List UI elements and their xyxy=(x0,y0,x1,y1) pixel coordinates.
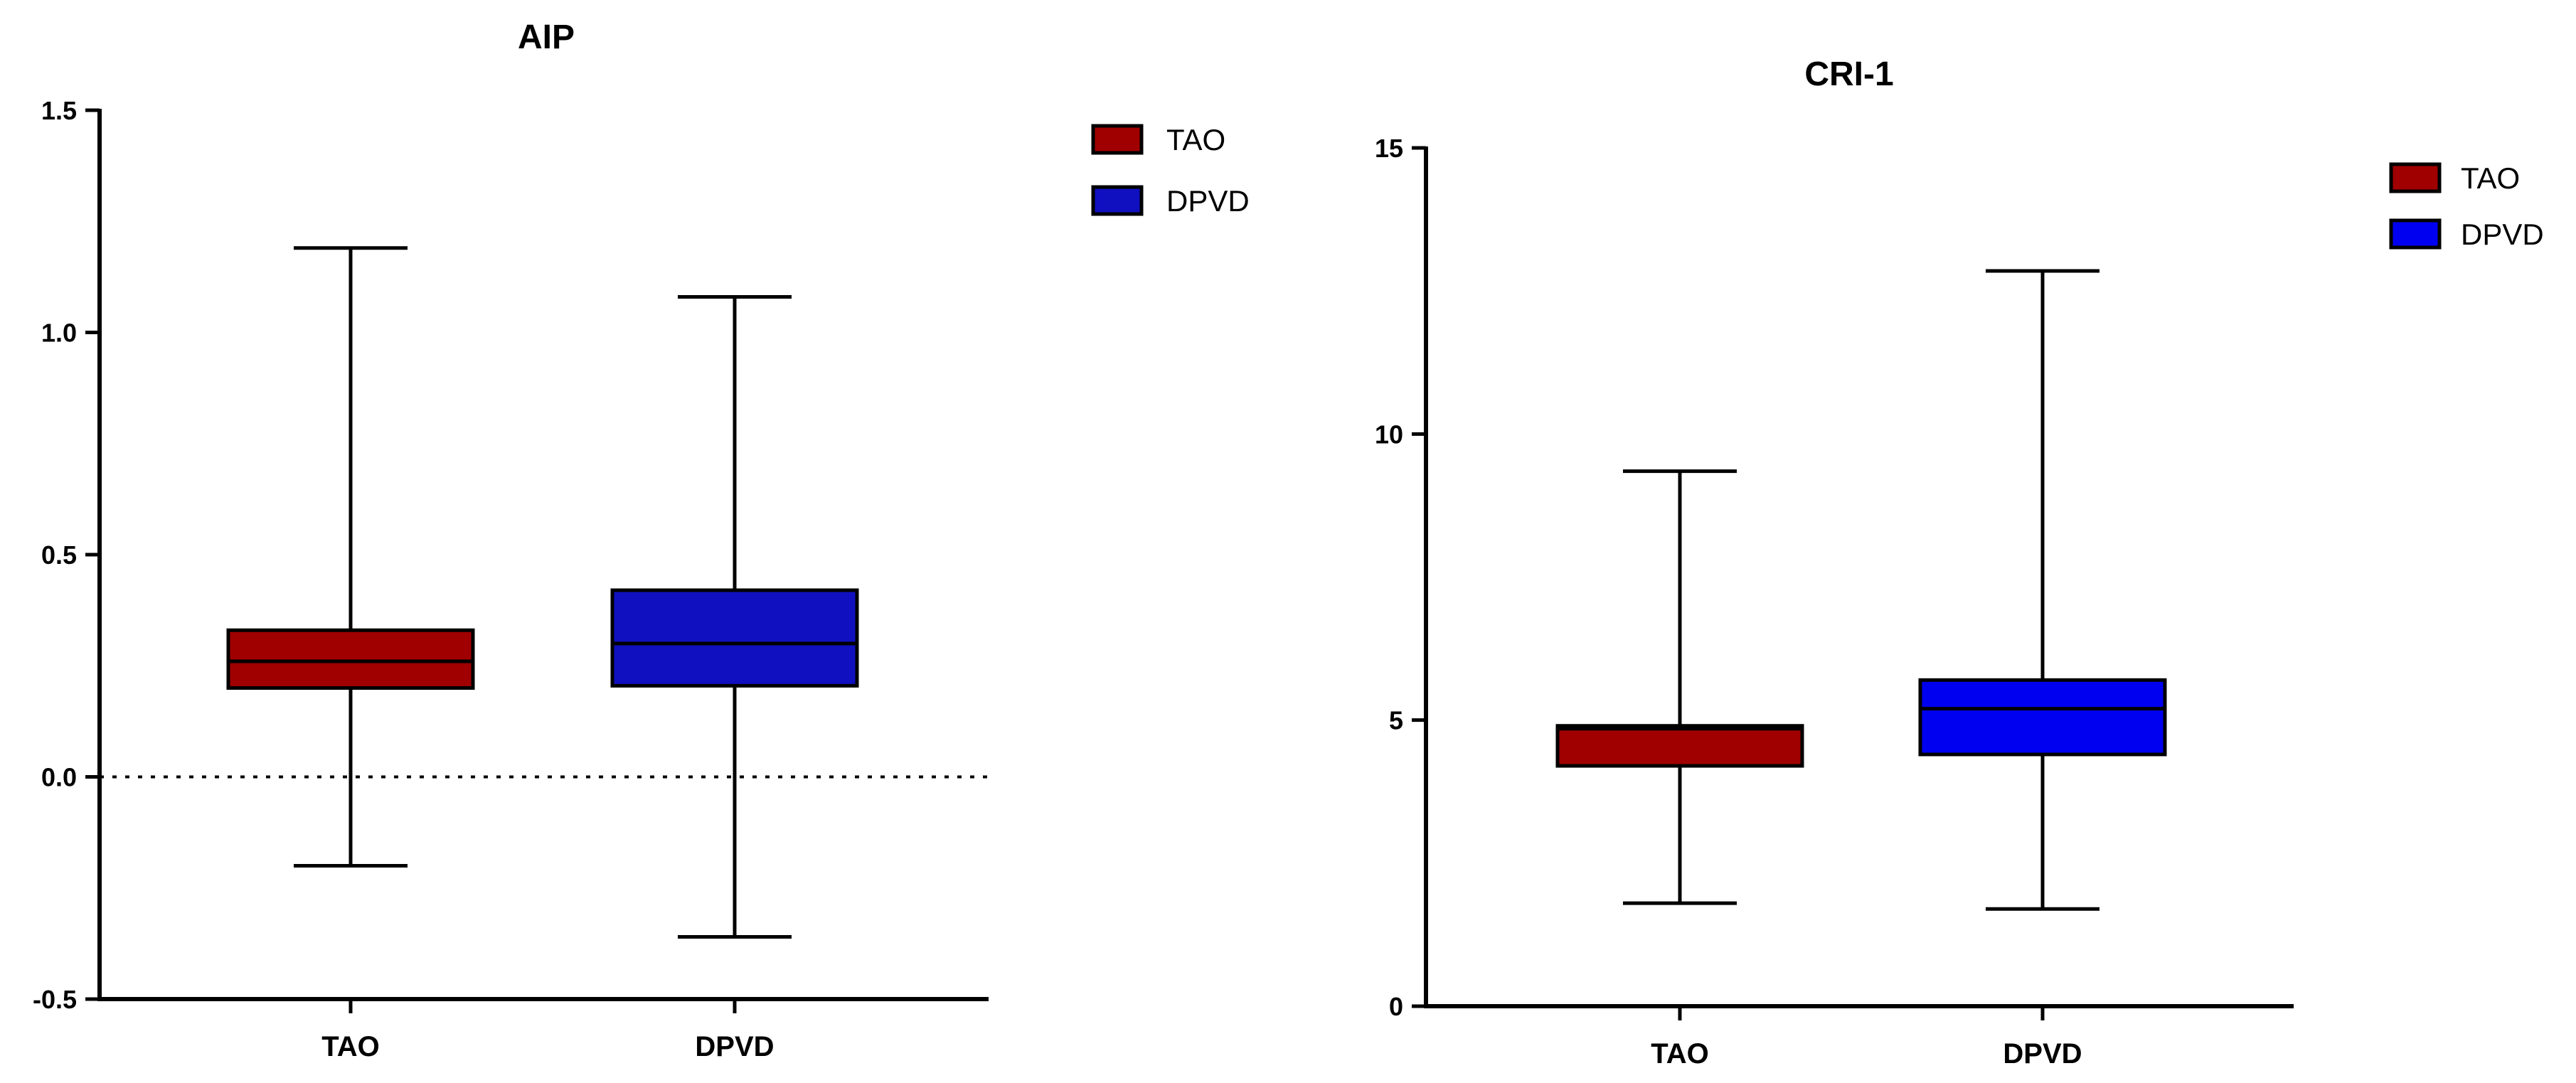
aip-y-tick-label: 1.5 xyxy=(41,96,77,125)
aip-legend-tao-swatch xyxy=(1091,124,1144,155)
cri1-legend-tao-label: TAO xyxy=(2461,161,2520,195)
cri1-legend-dpvd-swatch xyxy=(2389,218,2442,250)
cri1-x-tick-label: TAO xyxy=(1651,1038,1708,1069)
aip-x-tick-label: TAO xyxy=(321,1031,379,1062)
cri1-dpvd-box xyxy=(1918,678,2167,757)
aip-tao-box xyxy=(226,628,475,690)
cri1-y-tick-label: 10 xyxy=(1375,420,1403,449)
cri1-legend-dpvd-label: DPVD xyxy=(2461,218,2544,251)
cri1-y-tick-label: 5 xyxy=(1389,706,1403,735)
cri1-y-tick-label: 15 xyxy=(1375,134,1403,163)
aip-y-tick-label: -0.5 xyxy=(33,985,77,1014)
aip-legend-dpvd-swatch xyxy=(1091,185,1144,216)
aip-y-tick-label: 0.0 xyxy=(41,763,77,792)
cri1-legend-tao-swatch xyxy=(2389,162,2442,193)
cri1-y-tick-label: 0 xyxy=(1389,992,1403,1021)
cri1-tao-box xyxy=(1555,724,1804,768)
aip-chart-title: AIP xyxy=(518,18,575,56)
aip-y-tick-label: 0.5 xyxy=(41,540,77,570)
aip-dpvd-box xyxy=(610,588,859,688)
aip-y-tick-label: 1.0 xyxy=(41,319,77,348)
cri1-chart-title: CRI-1 xyxy=(1804,55,1893,93)
aip-x-tick-label: DPVD xyxy=(695,1031,774,1062)
aip-chart: AIP -0.5 0.0 0.5 1.0 1.5 TAO DPVD TAO DPVD xyxy=(33,18,1250,1062)
cri1-chart: CRI-1 0 5 10 15 TAO DPVD TAO DPVD xyxy=(1375,55,2544,1069)
aip-legend-tao-label: TAO xyxy=(1166,123,1225,156)
cri1-x-tick-label: DPVD xyxy=(2003,1038,2082,1069)
aip-legend-dpvd-label: DPVD xyxy=(1166,184,1250,218)
